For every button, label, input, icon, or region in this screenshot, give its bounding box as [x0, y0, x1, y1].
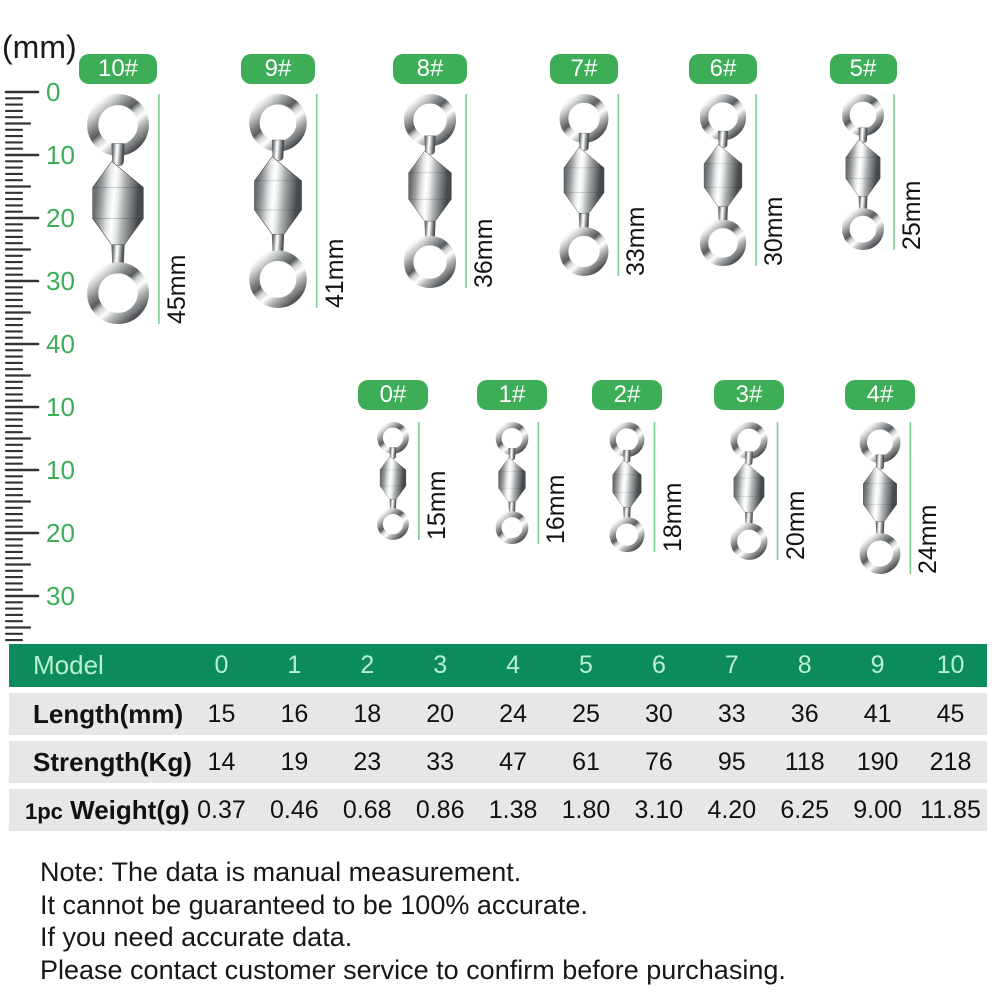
svg-text:(mm): (mm) — [2, 29, 77, 65]
svg-text:30: 30 — [46, 581, 75, 611]
svg-text:30: 30 — [46, 266, 75, 296]
svg-text:0: 0 — [46, 77, 60, 107]
svg-text:20: 20 — [46, 203, 75, 233]
svg-text:40: 40 — [46, 329, 75, 359]
svg-text:10: 10 — [46, 455, 75, 485]
svg-text:10: 10 — [46, 140, 75, 170]
svg-text:10: 10 — [46, 392, 75, 422]
svg-text:20: 20 — [46, 518, 75, 548]
